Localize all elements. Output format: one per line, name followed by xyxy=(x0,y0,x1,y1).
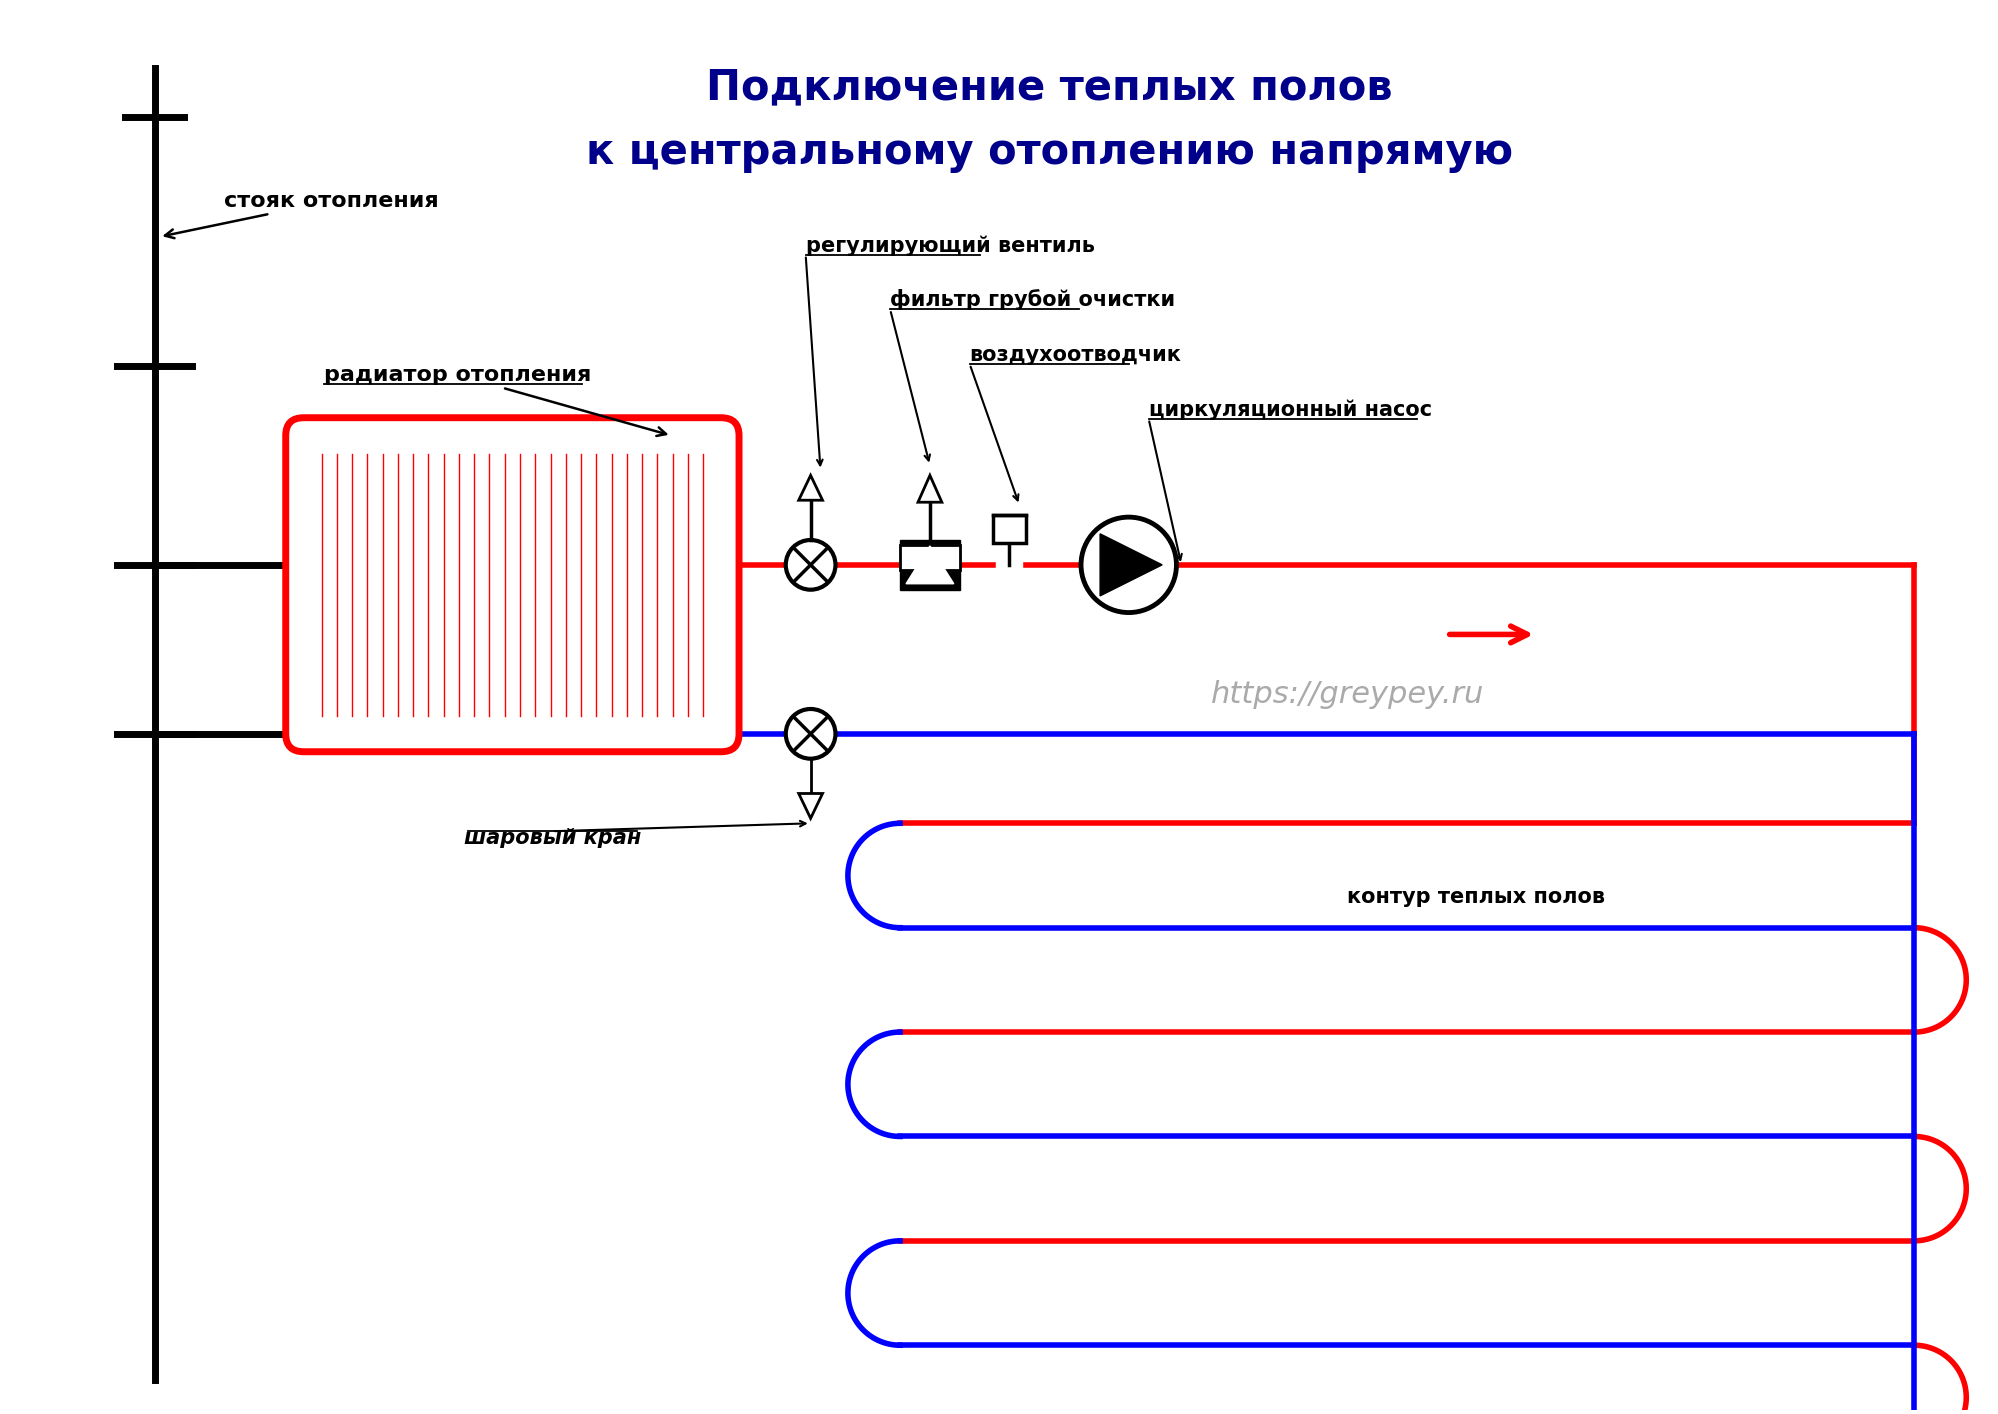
Text: шаровый кран: шаровый кран xyxy=(464,829,641,848)
Text: фильтр грубой очистки: фильтр грубой очистки xyxy=(889,290,1175,311)
Text: https://greypey.ru: https://greypey.ru xyxy=(1211,680,1483,708)
Bar xyxy=(899,544,959,570)
Bar xyxy=(899,544,959,570)
Polygon shape xyxy=(905,546,953,584)
Text: стояк отопления: стояк отопления xyxy=(166,191,440,238)
Bar xyxy=(993,515,1025,543)
Text: радиатор отопления: радиатор отопления xyxy=(324,365,665,436)
Bar xyxy=(899,540,959,590)
Circle shape xyxy=(1081,518,1177,612)
Text: контур теплых полов: контур теплых полов xyxy=(1347,887,1604,906)
Text: воздухоотводчик: воздухоотводчик xyxy=(969,345,1181,365)
Text: Подключение теплых полов: Подключение теплых полов xyxy=(705,66,1393,109)
Text: регулирующий вентиль: регулирующий вентиль xyxy=(805,235,1095,256)
Circle shape xyxy=(785,540,835,590)
Polygon shape xyxy=(799,475,821,501)
Text: циркуляционный насос: циркуляционный насос xyxy=(1149,399,1431,420)
Circle shape xyxy=(785,708,835,759)
Polygon shape xyxy=(1099,534,1161,595)
Text: к центральному отоплению напрямую: к центральному отоплению напрямую xyxy=(585,132,1512,174)
Polygon shape xyxy=(917,475,941,502)
Polygon shape xyxy=(799,793,821,819)
FancyBboxPatch shape xyxy=(286,417,739,752)
